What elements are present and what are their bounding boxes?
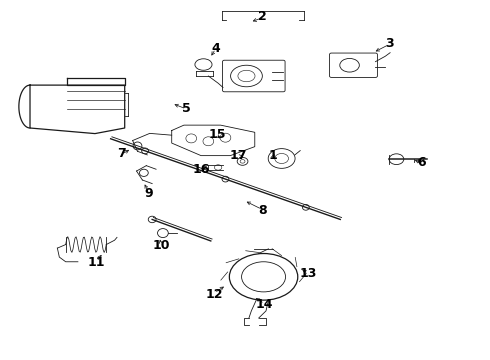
Text: 6: 6 [417, 156, 426, 169]
Text: 8: 8 [258, 204, 267, 217]
Text: 15: 15 [208, 128, 226, 141]
Text: 11: 11 [88, 256, 105, 269]
Text: 16: 16 [193, 163, 210, 176]
Text: 10: 10 [152, 239, 170, 252]
Text: 1: 1 [269, 149, 278, 162]
Text: 3: 3 [385, 37, 393, 50]
Text: 9: 9 [145, 187, 153, 200]
Text: 2: 2 [258, 10, 267, 23]
Text: 5: 5 [182, 102, 191, 115]
Text: 17: 17 [230, 149, 247, 162]
Text: 14: 14 [256, 298, 273, 311]
Text: 13: 13 [300, 267, 317, 280]
Text: 7: 7 [118, 147, 126, 160]
Text: 4: 4 [211, 41, 220, 54]
Text: 12: 12 [205, 288, 223, 301]
